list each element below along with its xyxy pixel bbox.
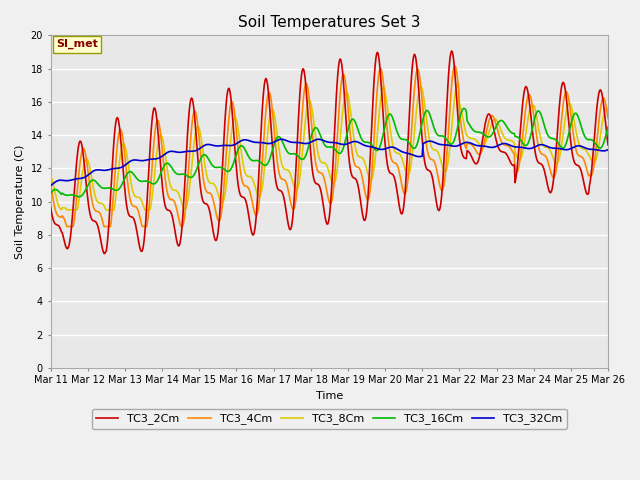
TC3_32Cm — [47, 182, 54, 188]
TC3_8Cm — [431, 147, 438, 153]
TC3_2Cm — [555, 115, 563, 120]
TC3_8Cm — [194, 123, 202, 129]
TC3_8Cm — [454, 80, 461, 86]
TC3_4Cm — [47, 180, 54, 186]
TC3_16Cm — [170, 168, 177, 173]
TC3_8Cm — [170, 187, 177, 193]
TC3_8Cm — [376, 106, 383, 112]
Line: TC3_16Cm: TC3_16Cm — [51, 108, 608, 197]
TC3_4Cm — [321, 181, 329, 187]
TC3_16Cm — [460, 106, 468, 111]
TC3_4Cm — [451, 63, 458, 69]
TC3_8Cm — [604, 107, 612, 113]
TC3_4Cm — [376, 67, 383, 73]
TC3_2Cm — [376, 61, 383, 67]
TC3_8Cm — [64, 207, 72, 213]
TC3_32Cm — [431, 140, 438, 145]
TC3_16Cm — [376, 144, 383, 150]
TC3_2Cm — [604, 142, 612, 148]
TC3_16Cm — [321, 143, 329, 149]
TC3_32Cm — [321, 138, 329, 144]
TC3_32Cm — [169, 148, 177, 154]
TC3_8Cm — [47, 173, 54, 179]
TC3_2Cm — [101, 251, 109, 256]
TC3_2Cm — [431, 187, 438, 193]
TC3_32Cm — [376, 146, 383, 152]
X-axis label: Time: Time — [316, 391, 343, 401]
Line: TC3_2Cm: TC3_2Cm — [51, 51, 608, 253]
TC3_16Cm — [194, 164, 202, 169]
TC3_4Cm — [63, 224, 70, 229]
Line: TC3_8Cm: TC3_8Cm — [51, 83, 608, 210]
TC3_16Cm — [76, 194, 83, 200]
TC3_32Cm — [604, 147, 612, 153]
TC3_4Cm — [604, 116, 612, 121]
TC3_2Cm — [321, 216, 329, 221]
TC3_32Cm — [554, 145, 561, 151]
TC3_8Cm — [321, 161, 329, 167]
TC3_32Cm — [193, 147, 201, 153]
Y-axis label: Soil Temperature (C): Soil Temperature (C) — [15, 144, 25, 259]
TC3_8Cm — [555, 158, 563, 164]
TC3_16Cm — [47, 191, 54, 196]
TC3_2Cm — [170, 220, 177, 226]
TC3_4Cm — [194, 121, 202, 127]
TC3_2Cm — [194, 154, 202, 159]
TC3_4Cm — [170, 198, 177, 204]
TC3_4Cm — [431, 159, 438, 165]
Line: TC3_4Cm: TC3_4Cm — [51, 66, 608, 227]
Line: TC3_32Cm: TC3_32Cm — [51, 139, 608, 185]
TC3_16Cm — [431, 126, 438, 132]
Legend: TC3_2Cm, TC3_4Cm, TC3_8Cm, TC3_16Cm, TC3_32Cm: TC3_2Cm, TC3_4Cm, TC3_8Cm, TC3_16Cm, TC3… — [92, 409, 567, 429]
TC3_16Cm — [555, 141, 563, 146]
Title: Soil Temperatures Set 3: Soil Temperatures Set 3 — [238, 15, 420, 30]
TC3_4Cm — [555, 149, 563, 155]
TC3_32Cm — [278, 136, 285, 142]
TC3_2Cm — [448, 48, 456, 54]
TC3_2Cm — [47, 204, 54, 210]
Text: SI_met: SI_met — [56, 39, 98, 49]
TC3_16Cm — [604, 124, 612, 130]
